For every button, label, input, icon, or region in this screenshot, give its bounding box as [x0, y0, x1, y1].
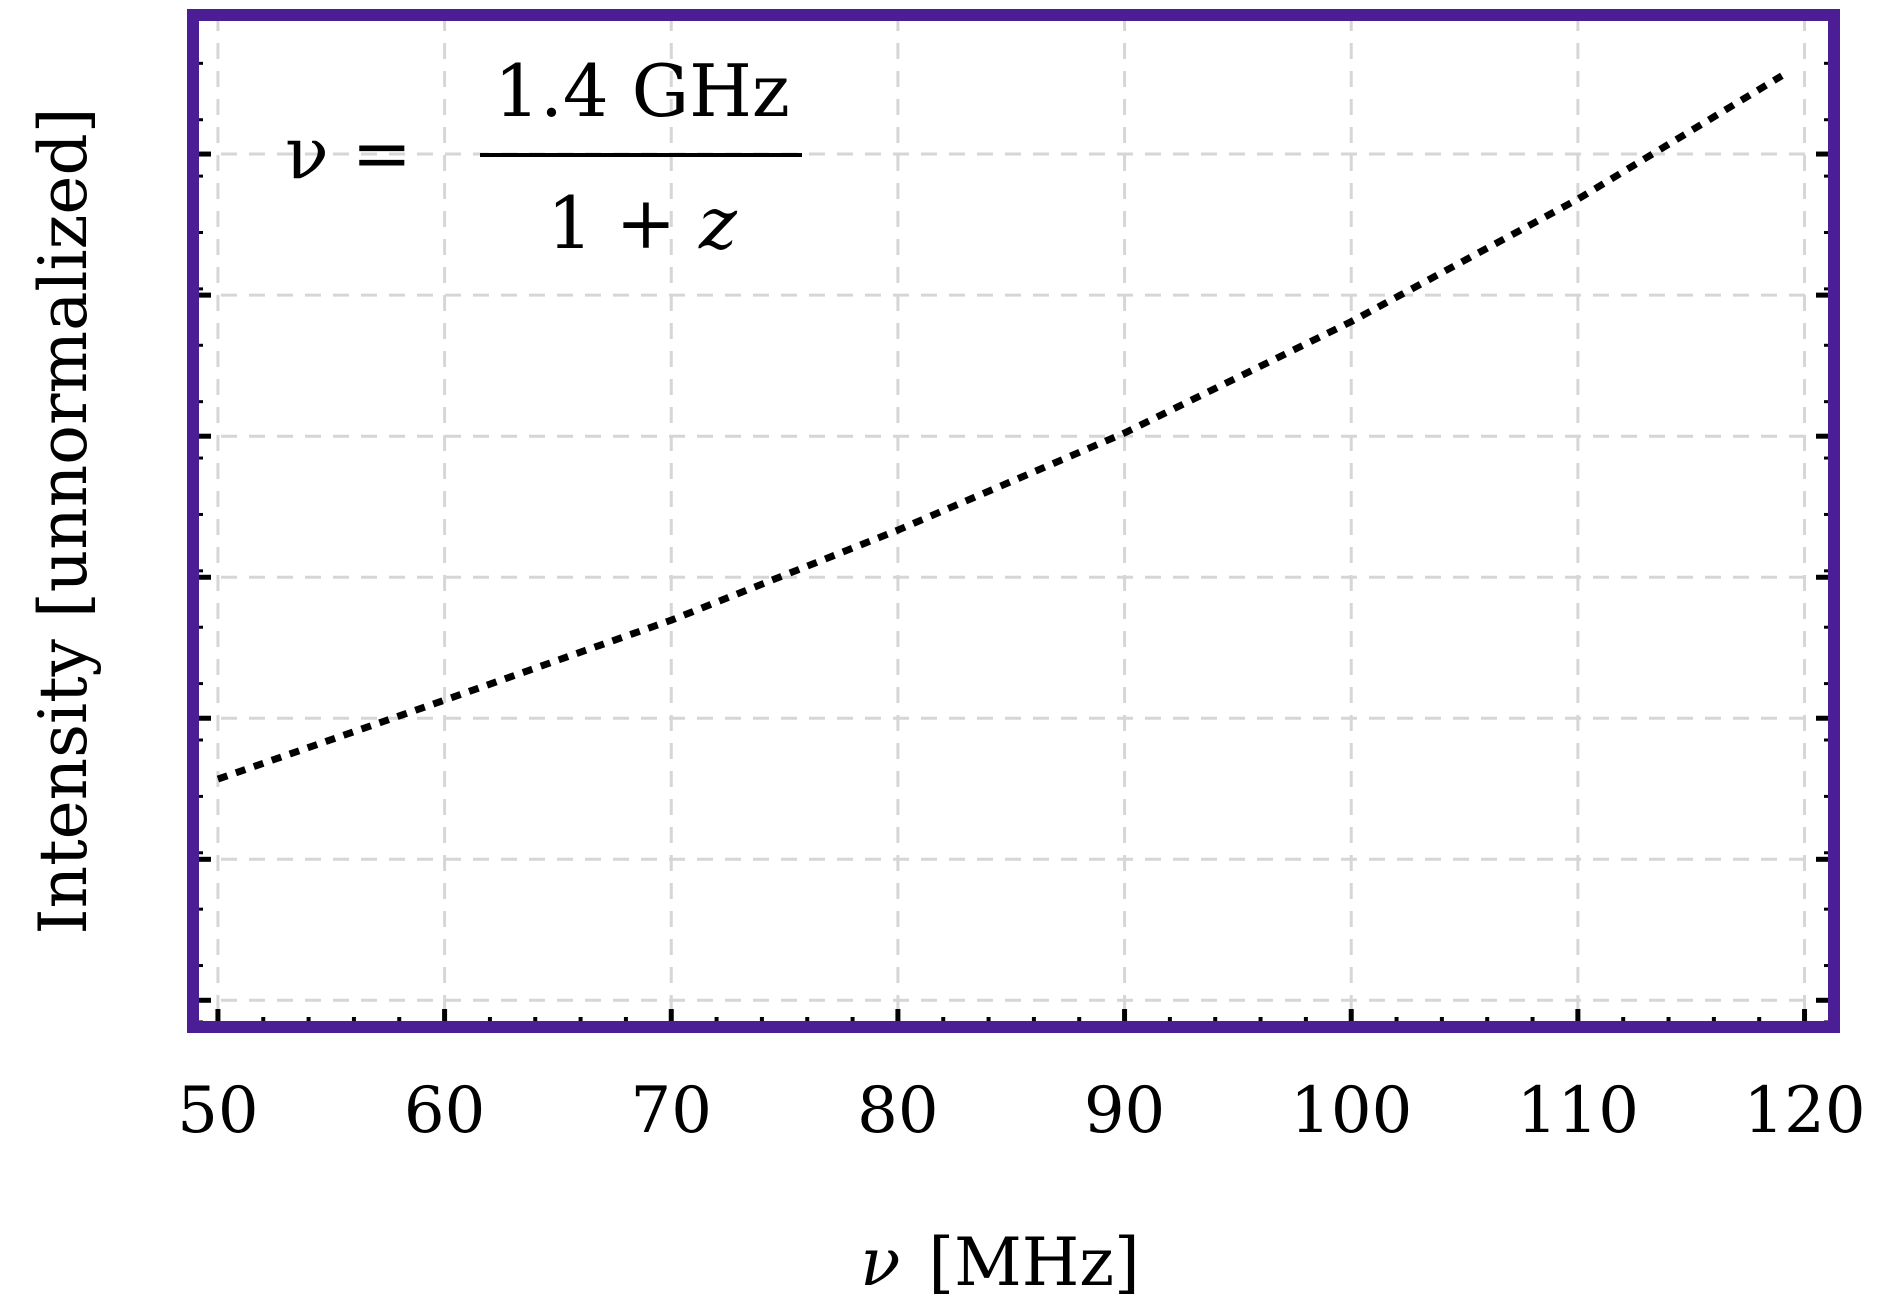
x-tick-label-70: 70 [631, 1074, 712, 1148]
annotation-formula: ν = 1.4 GHz 1 + z [285, 49, 802, 265]
x-tick-label-100: 100 [1290, 1074, 1412, 1148]
x-tick-label-110: 110 [1517, 1074, 1639, 1148]
x-axis-label-symbol: ν [860, 1224, 900, 1297]
annotation-denominator: 1 + z [547, 181, 738, 265]
x-axis-label-unit: [MHz] [928, 1224, 1139, 1297]
axis-ticks [197, 61, 1830, 1024]
plot-frame [187, 9, 1840, 1033]
x-tick-label-90: 90 [1084, 1074, 1165, 1148]
annotation-denominator-var: z [698, 181, 738, 265]
x-tick-label-60: 60 [404, 1074, 485, 1148]
grid [193, 15, 1834, 1027]
series-line-0 [216, 72, 1784, 783]
x-tick-label-80: 80 [857, 1074, 938, 1148]
x-tick-labels: 50 60 70 80 90 100 110 120 [177, 1074, 1865, 1148]
annotation-lhs: ν = [285, 111, 412, 195]
series-layer [216, 72, 1784, 783]
annotation-numerator: 1.4 GHz [494, 49, 790, 133]
x-tick-label-50: 50 [177, 1074, 258, 1148]
x-tick-label-120: 120 [1743, 1074, 1865, 1148]
x-axis-label: ν [MHz] [860, 1224, 1140, 1297]
y-axis-label: Intensity [unnormalized] [25, 108, 102, 935]
annotation-denominator-sum: 1 + [547, 181, 699, 265]
